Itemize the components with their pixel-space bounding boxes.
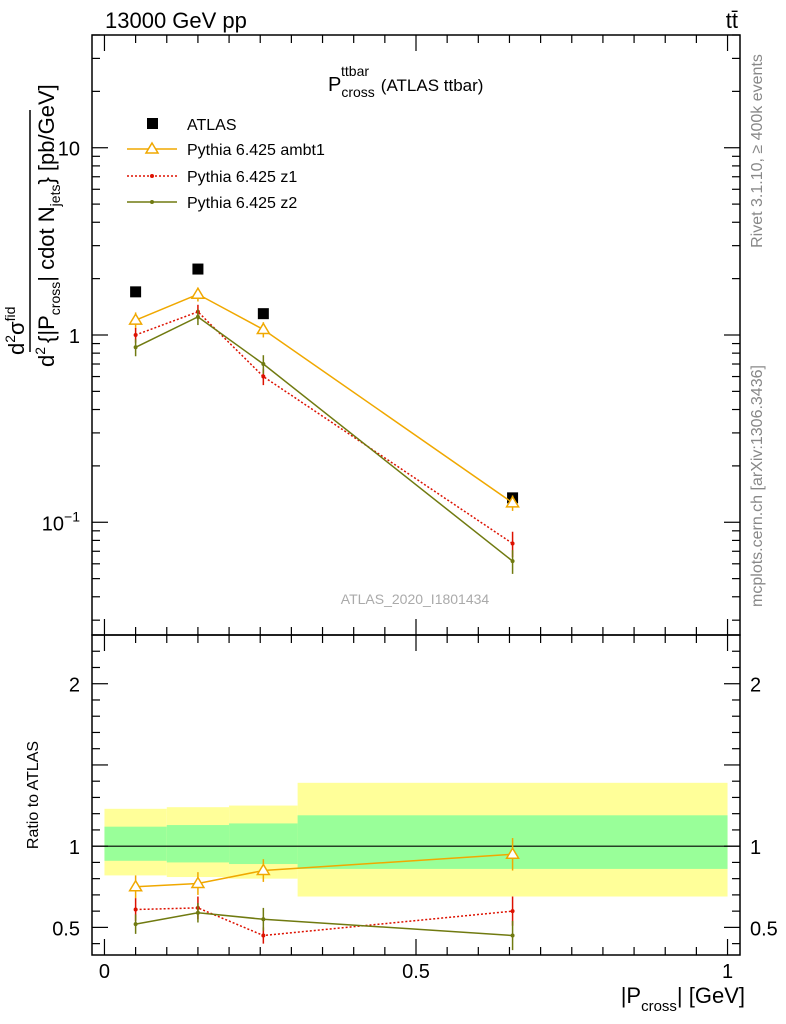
- main-ylabel: d2σfid d2{|Pcross| cdot Njets} [pb/GeV]: [2, 84, 63, 367]
- main-point-pythia-6-425-z2: [133, 345, 138, 350]
- main-point-atlas: [130, 286, 142, 298]
- legend-entry-z1: Pythia 6.425 z1: [127, 169, 297, 186]
- rivet-label: Rivet 3.1.10, ≥ 400k events: [749, 54, 766, 248]
- ratio-xlabel: |Pcross| [GeV]: [621, 983, 745, 1015]
- legend-marker-z2: [150, 200, 154, 204]
- main-ytick-label: 1: [69, 326, 80, 348]
- legend-label-z2: Pythia 6.425 z2: [187, 195, 297, 212]
- legend-entry-atlas: ATLAS: [147, 117, 237, 134]
- plot-title-rest: (ATLAS ttbar): [381, 76, 484, 95]
- xlabel-a: |P: [621, 983, 641, 1008]
- watermark: ATLAS_2020_I1801434: [341, 591, 490, 607]
- main-ytick-base: 1: [69, 326, 80, 348]
- ratio-point-pythia-6-425-z2: [261, 917, 266, 922]
- main-ytick-exp: −1: [64, 508, 80, 524]
- ratio-point-pythia-6-425-z1: [133, 907, 138, 912]
- header-left: 13000 GeV pp: [105, 8, 247, 33]
- main-point-pythia-6-425-z1: [510, 541, 515, 546]
- ratio-point-pythia-6-425-ambt1: [505, 846, 520, 860]
- ylabel-den-jets: jets: [47, 185, 63, 208]
- main-point-pythia-6-425-ambt1: [256, 322, 271, 335]
- plot-title-main: P: [328, 74, 341, 96]
- main-point-pythia-6-425-z2: [195, 314, 200, 319]
- legend-entry-z2: Pythia 6.425 z2: [127, 195, 297, 212]
- main-ylabel-denominator: d2 {|Pcross| cdot Njets} [pb/GeV]: [32, 84, 63, 367]
- ylabel-den-c: } [pb/GeV]: [34, 84, 59, 184]
- main-point-pythia-6-425-z1: [261, 374, 266, 379]
- ratio-ytick-label-left: 1: [69, 837, 80, 859]
- legend-label-ambt1: Pythia 6.425 ambt1: [187, 142, 325, 159]
- ylabel-num-d: d: [4, 343, 29, 355]
- ratio-point-pythia-6-425-ambt1: [190, 876, 206, 889]
- ratio-point-pythia-6-425-ambt1: [128, 879, 143, 892]
- main-line-pythia-6-425-z2: [135, 315, 514, 562]
- ylabel-den-cross: cross: [47, 282, 63, 315]
- ratio-line-pythia-6-425-z2: [135, 912, 513, 937]
- ratio-point-pythia-6-425-ambt1: [256, 863, 271, 876]
- plot-title: Pcross (ATLAS ttbar): [328, 74, 483, 100]
- legend-marker-ambt1: [144, 141, 160, 154]
- mcplots-label: mcplots.cern.ch [arXiv:1306.3436]: [749, 365, 766, 607]
- ratio-point-pythia-6-425-z2: [195, 910, 200, 915]
- main-line-pythia-6-425-z1: [135, 310, 513, 545]
- plot-title-sup: ttbar: [341, 63, 369, 79]
- ratio-ylabel: Ratio to ATLAS: [25, 741, 42, 849]
- ratio-ytick-label-right: 1: [750, 837, 761, 859]
- plot-title-sub: cross: [341, 84, 374, 100]
- ratio-ytick-label-left: 2: [69, 675, 80, 697]
- main-point-pythia-6-425-z2: [261, 362, 266, 367]
- ratio-xtick-label: 0: [99, 961, 110, 983]
- main-ytick-label: 10−1: [42, 508, 80, 535]
- main-ylabel-numerator: d2σfid: [2, 307, 29, 355]
- main-line-pythia-6-425-ambt1: [135, 293, 514, 504]
- main-point-pythia-6-425-z2: [510, 559, 515, 564]
- main-point-pythia-6-425-ambt1: [128, 312, 143, 325]
- ylabel-den-d: d: [34, 355, 59, 367]
- legend-marker-z1: [150, 174, 154, 178]
- legend-label-z1: Pythia 6.425 z1: [187, 169, 297, 186]
- ratio-line-pythia-6-425-z1: [135, 907, 513, 937]
- ratio-band-green: [104, 826, 167, 861]
- legend-marker-atlas: [147, 118, 158, 129]
- ratio-panel: 0.5 0.5 1 1 2 2 0 0.5 1 Ratio to ATLAS |Pcross| …: [25, 634, 778, 1015]
- xlabel-b: | [GeV]: [677, 983, 745, 1008]
- ratio-point-pythia-6-425-z1: [510, 909, 515, 914]
- ratio-band-green: [166, 825, 230, 863]
- ratio-ytick-label-left: 0.5: [52, 918, 80, 940]
- ratio-band-green: [229, 823, 298, 865]
- ratio-ytick-label-right: 2: [750, 675, 761, 697]
- ratio-point-pythia-6-425-z1: [261, 933, 266, 938]
- ratio-point-pythia-6-425-z2: [510, 933, 515, 938]
- ylabel-den-b: | cdot N: [34, 206, 59, 281]
- xlabel-sub: cross: [641, 998, 677, 1015]
- ratio-line-pythia-6-425-ambt1: [135, 853, 513, 888]
- ylabel-num-sigma: σ: [4, 321, 29, 335]
- ratio-point-pythia-6-425-z2: [133, 922, 138, 927]
- legend-entry-ambt1: Pythia 6.425 ambt1: [127, 141, 325, 159]
- ratio-ytick-label-right: 0.5: [750, 918, 778, 940]
- main-point-atlas: [257, 308, 269, 320]
- header-right: tt̄: [726, 8, 738, 33]
- ratio-xtick-label: 0.5: [402, 961, 430, 983]
- ylabel-num-sup: 2: [2, 335, 18, 343]
- ylabel-den-a: {|P: [34, 315, 59, 343]
- main-ytick-label: 10: [58, 139, 80, 161]
- main-point-atlas: [192, 263, 204, 275]
- main-point-pythia-6-425-ambt1: [505, 495, 520, 508]
- main-point-pythia-6-425-ambt1: [190, 286, 206, 300]
- main-ytick-base: 10: [42, 513, 64, 535]
- main-ytick-base: 10: [58, 139, 80, 161]
- legend-label-atlas: ATLAS: [187, 117, 237, 134]
- ylabel-den-sup: 2: [32, 347, 48, 355]
- legend: ATLAS Pythia 6.425 ambt1 Pythia 6.425 z1…: [127, 117, 325, 212]
- ratio-xtick-label: 1: [722, 961, 733, 983]
- main-point-pythia-6-425-z1: [133, 333, 138, 337]
- ylabel-num-fid: fid: [2, 307, 18, 322]
